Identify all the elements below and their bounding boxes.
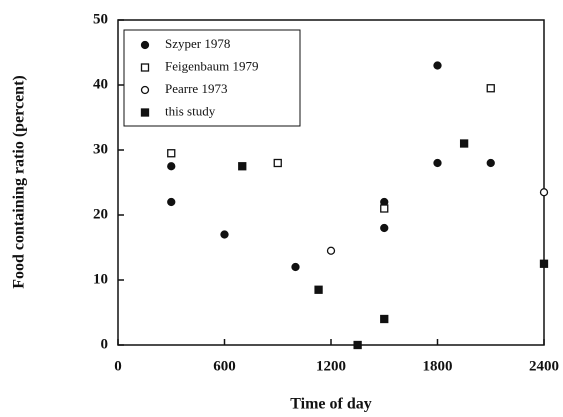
y-axis-title: Food containing ratio (percent) [11, 75, 28, 288]
point [167, 197, 176, 207]
point [459, 139, 469, 148]
legend-marker [140, 40, 150, 50]
legend-label: Feigenbaum 1979 [165, 58, 259, 73]
legend-marker [140, 85, 150, 95]
point [167, 149, 176, 158]
legend-label: Pearre 1973 [165, 81, 227, 96]
y-tick-label: 40 [93, 76, 108, 92]
point [353, 340, 362, 350]
y-tick-label: 30 [93, 141, 108, 157]
point [238, 162, 247, 171]
x-axis-title: Time of day [290, 396, 371, 413]
y-tick-label: 50 [93, 11, 108, 27]
y-tick-label: 20 [93, 206, 108, 222]
legend-label: this study [165, 103, 216, 118]
point [273, 158, 282, 168]
x-tick-label: 1200 [316, 358, 346, 374]
point [433, 158, 442, 168]
point [433, 61, 442, 70]
point [220, 230, 229, 239]
legend-label: Szyper 1978 [165, 36, 230, 51]
x-tick-label: 2400 [529, 358, 559, 374]
point [486, 158, 495, 168]
point [380, 204, 389, 213]
point [486, 84, 495, 93]
y-tick-label: 10 [93, 271, 108, 287]
point [539, 188, 549, 197]
point [314, 285, 323, 294]
legend-marker [140, 108, 150, 117]
x-tick-label: 600 [213, 358, 236, 374]
point [539, 259, 549, 268]
point [291, 262, 300, 272]
x-tick-label: 1800 [423, 358, 453, 374]
point [167, 162, 176, 171]
point [380, 314, 389, 324]
y-tick-label: 0 [101, 336, 109, 352]
point [326, 246, 336, 255]
point [380, 223, 389, 233]
legend-box [123, 29, 301, 127]
legend-marker [140, 63, 150, 72]
x-tick-label: 0 [114, 358, 122, 374]
